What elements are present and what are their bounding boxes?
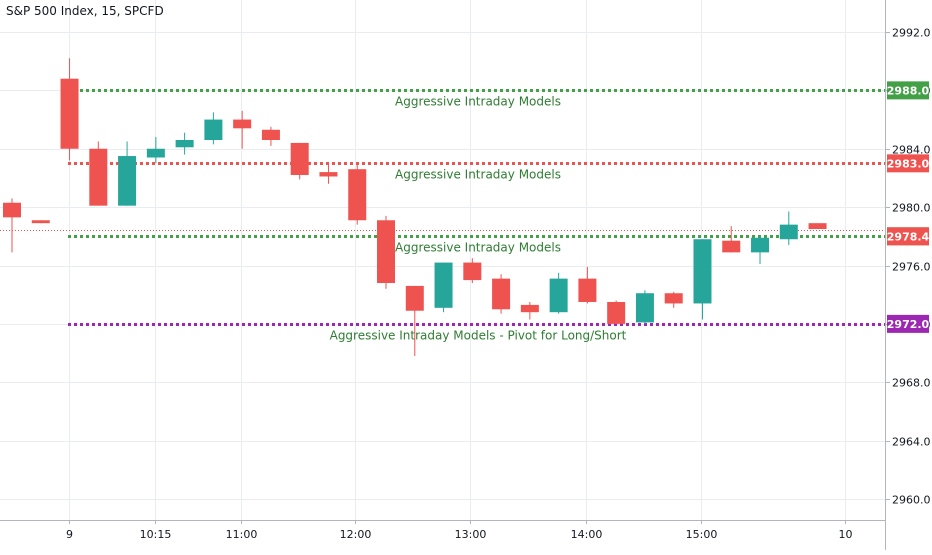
candle: [520, 301, 539, 320]
price-label-text: 2988.0: [887, 84, 930, 97]
price-label-bg: [887, 227, 929, 246]
candle: [578, 266, 597, 304]
y-tick-label: 2984.0: [892, 144, 931, 157]
candle: [175, 132, 194, 155]
candle-body: [261, 129, 280, 140]
x-tick-label: 10: [839, 528, 853, 541]
candle-body: [290, 142, 309, 176]
candle-body: [779, 224, 798, 240]
candle: [808, 223, 827, 230]
candle-body: [463, 262, 482, 281]
candle-body: [118, 156, 137, 206]
x-tick-label: 10:15: [140, 528, 172, 541]
candle: [31, 220, 50, 224]
price-label-text: 2972.0: [887, 318, 930, 331]
levels: Aggressive Intraday Models Aggressive Int…: [0, 89, 885, 343]
candle-body: [31, 220, 50, 224]
candle: [118, 141, 137, 206]
price-label-bg: [887, 154, 929, 173]
candle-body: [3, 202, 21, 218]
candle-body: [520, 304, 539, 313]
level-annotation: Aggressive Intraday Models: [395, 241, 561, 255]
grid: [0, 0, 885, 520]
candle: [635, 290, 654, 324]
price-label-bg: [887, 314, 929, 333]
candle-body: [607, 301, 626, 324]
y-tick-label: 2980.0: [892, 202, 931, 215]
candle: [492, 274, 511, 314]
candle-body: [808, 223, 827, 230]
y-tick-label: 2960.0: [892, 494, 931, 507]
candle: [693, 239, 712, 320]
candle-body: [377, 220, 396, 284]
candle-body: [405, 285, 424, 311]
candle: [405, 285, 424, 356]
price-label-text: 2978.4: [887, 230, 930, 243]
candle-body: [751, 237, 770, 253]
price-label-tag: 2972.0: [887, 314, 930, 333]
candle-body: [664, 293, 683, 304]
candle-body: [348, 169, 367, 221]
candle-body: [233, 119, 252, 129]
candle: [319, 164, 338, 184]
price-label-tag: 2983.0: [887, 154, 930, 173]
x-tick-label: 9: [66, 528, 73, 541]
candle-body: [175, 139, 194, 148]
candle: [261, 126, 280, 146]
candle-body: [146, 148, 165, 158]
candle: [751, 236, 770, 265]
x-tick-label: 15:00: [686, 528, 718, 541]
candle-body: [89, 148, 108, 206]
candle: [607, 300, 626, 324]
price-label-tag: 2978.4: [887, 227, 930, 246]
candle: [722, 226, 741, 253]
candle-body: [578, 278, 597, 302]
candle-body: [635, 293, 654, 323]
candle: [3, 198, 21, 253]
candle-body: [722, 240, 741, 253]
candle: [89, 141, 108, 206]
candles: [3, 58, 827, 356]
candle: [463, 258, 482, 284]
candle: [290, 142, 309, 180]
candle: [348, 164, 367, 225]
candle-body: [60, 78, 79, 149]
price-label-text: 2983.0: [887, 157, 930, 170]
x-tick-label: 11:00: [226, 528, 258, 541]
candle-body: [549, 278, 568, 313]
candle: [779, 211, 798, 246]
candle: [377, 215, 396, 289]
chart-title: S&P 500 Index, 15, SPCFD: [6, 4, 164, 18]
price-label-bg: [887, 81, 929, 100]
price-label-tag: 2988.0: [887, 81, 930, 100]
x-tick-label: 13:00: [455, 528, 487, 541]
level-annotation: Aggressive Intraday Models: [395, 168, 561, 182]
candle: [60, 58, 79, 161]
candle: [664, 291, 683, 308]
candle-body: [319, 172, 338, 177]
candle: [204, 112, 223, 145]
y-tick-label: 2968.0: [892, 377, 931, 390]
x-tick-label: 12:00: [340, 528, 372, 541]
y-tick-label: 2992.0: [892, 27, 931, 40]
candle-body: [204, 119, 223, 140]
y-tick-label: 2964.0: [892, 436, 931, 449]
candle: [146, 137, 165, 164]
level-annotation: Aggressive Intraday Models - Pivot for L…: [330, 329, 627, 343]
candle-body: [693, 239, 712, 304]
candle: [549, 272, 568, 314]
candle: [233, 110, 252, 149]
candle-body: [492, 278, 511, 310]
level-annotation: Aggressive Intraday Models: [395, 95, 561, 109]
x-tick-label: 14:00: [571, 528, 603, 541]
candle: [434, 262, 453, 313]
candle-body: [434, 262, 453, 308]
y-tick-label: 2976.0: [892, 261, 931, 274]
